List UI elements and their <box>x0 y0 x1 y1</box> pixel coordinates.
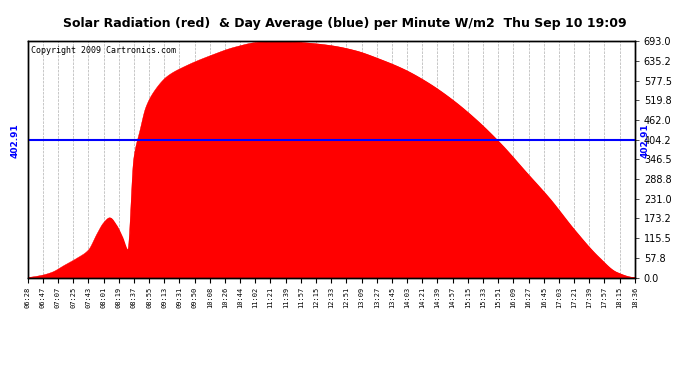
Text: Copyright 2009 Cartronics.com: Copyright 2009 Cartronics.com <box>30 46 176 55</box>
Text: 402.91: 402.91 <box>641 123 650 158</box>
Text: 402.91: 402.91 <box>11 123 20 158</box>
Text: Solar Radiation (red)  & Day Average (blue) per Minute W/m2  Thu Sep 10 19:09: Solar Radiation (red) & Day Average (blu… <box>63 17 627 30</box>
